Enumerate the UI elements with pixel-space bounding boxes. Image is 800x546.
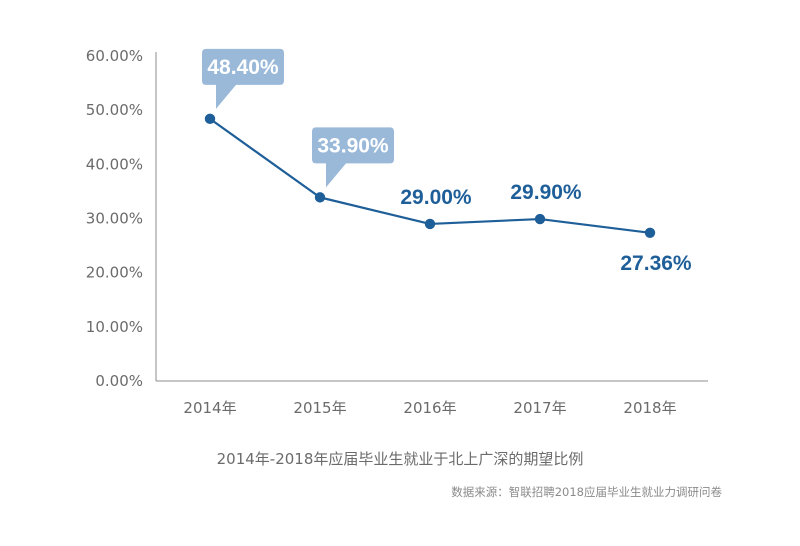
y-tick-label: 10.00% <box>86 318 143 336</box>
chart-source-note: 数据来源：智联招聘2018应届毕业生就业力调研问卷 <box>451 485 722 499</box>
chart-title: 2014年-2018年应届毕业生就业于北上广深的期望比例 <box>216 450 584 468</box>
data-point <box>424 218 436 230</box>
data-label: 33.90% <box>317 134 389 157</box>
chart-axes <box>155 52 708 382</box>
data-label: 48.40% <box>207 56 279 79</box>
y-tick-label: 0.00% <box>95 372 143 390</box>
callout-bubble <box>202 48 284 109</box>
data-point <box>314 192 326 203</box>
y-axis-tick-labels: 0.00% 10.00% 20.00% 30.00% 40.00% 50.00% 60.00… <box>86 47 143 390</box>
x-tick-label: 2014年 <box>183 399 236 417</box>
y-tick-label: 20.00% <box>86 264 143 282</box>
x-tick-label: 2018年 <box>623 399 676 417</box>
x-tick-label: 2016年 <box>403 399 456 417</box>
data-labels: 48.40% 33.90% 29.00% 29.90% 27.36% <box>202 48 692 275</box>
x-axis-tick-labels: 2014年 2015年 2016年 2017年 2018年 <box>183 399 676 417</box>
y-tick-label: 50.00% <box>86 101 143 119</box>
data-series <box>204 113 656 238</box>
data-label: 29.00% <box>400 186 472 209</box>
data-label-callout: 33.90% <box>312 127 394 188</box>
x-tick-label: 2017年 <box>513 399 566 417</box>
data-point <box>204 113 216 125</box>
data-point <box>534 213 546 225</box>
callout-bubble <box>312 127 394 188</box>
data-point <box>644 227 656 238</box>
data-label-callout: 48.40% <box>202 48 284 109</box>
y-tick-label: 40.00% <box>86 155 143 173</box>
series-line <box>209 117 651 234</box>
data-label: 27.36% <box>620 252 692 275</box>
y-tick-label: 30.00% <box>86 210 143 228</box>
x-tick-label: 2015年 <box>293 399 346 417</box>
data-label: 29.90% <box>510 181 582 204</box>
y-tick-label: 60.00% <box>86 47 143 65</box>
